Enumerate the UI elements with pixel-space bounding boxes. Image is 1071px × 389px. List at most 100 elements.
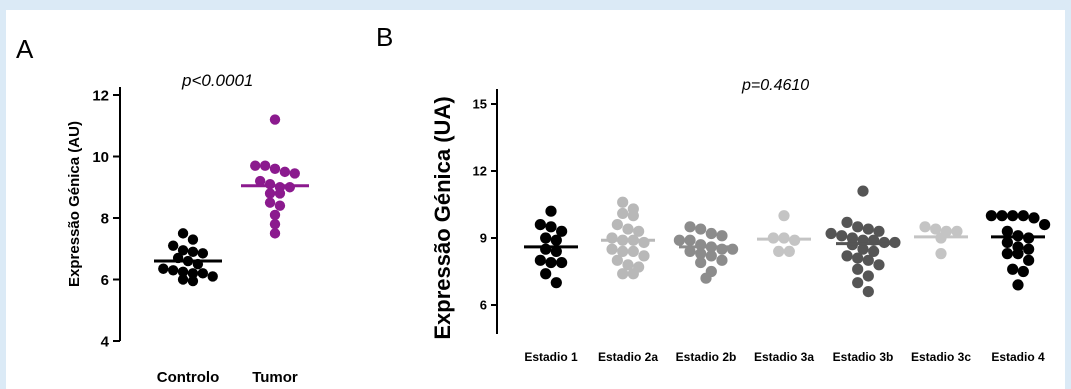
- panel-b-data-point: [627, 210, 639, 222]
- panel-b-data-point: [852, 263, 864, 275]
- panel-b-data-point: [716, 243, 728, 255]
- panel-a-data-point: [269, 163, 281, 174]
- panel-b-data-point: [695, 223, 707, 235]
- panel-b-y-tick-label: 6: [480, 298, 487, 313]
- panel-b-data-point: [684, 221, 696, 233]
- panel-b-data-point: [873, 259, 885, 271]
- panel-b-data-point: [825, 227, 837, 240]
- panel-a-y-tick-label: 8: [101, 210, 109, 227]
- panel-a-category-label: Tumor: [252, 369, 298, 386]
- panel-b-data-point: [935, 248, 947, 260]
- panel-a-y-tick-label: 12: [92, 87, 109, 104]
- panel-b-data-point: [606, 243, 618, 255]
- panel-a-y-tick-label: 4: [101, 333, 110, 350]
- panel-b-data-point: [550, 245, 562, 257]
- panel-b-data-point: [638, 250, 650, 262]
- panel-b-data-point: [716, 230, 728, 242]
- panel-b-category-label: Estadio 3b: [833, 350, 894, 364]
- panel-b-category-label: Estadio 3c: [911, 350, 971, 364]
- panel-b-data-point: [1001, 248, 1013, 260]
- panel-b-data-point: [889, 236, 901, 249]
- panel-b-data-point: [1017, 265, 1029, 278]
- panel-b-data-point: [617, 245, 629, 257]
- panel-b-data-point: [852, 221, 864, 233]
- panel-b-data-point: [1028, 212, 1040, 224]
- panel-b-data-point: [1023, 254, 1035, 266]
- panel-b-data-point: [705, 227, 717, 240]
- panel-b-data-point: [841, 216, 853, 228]
- panel-b-data-point: [1039, 219, 1051, 231]
- panel-b-category-label: Estadio 1: [524, 350, 578, 364]
- panel-b-data-point: [778, 210, 790, 222]
- panel-a-data-point: [197, 268, 209, 279]
- panel-a-data-point: [274, 188, 286, 199]
- panel-a-data-point: [177, 245, 189, 256]
- panel-a-data-point: [254, 175, 266, 187]
- panel-b-data-point: [873, 225, 885, 237]
- panel-b-data-point: [673, 234, 686, 246]
- panel-a-data-point: [177, 274, 189, 285]
- panel-a-data-point: [177, 228, 189, 239]
- panel-b-data-point: [862, 286, 874, 298]
- panel-a-data-point: [264, 178, 276, 190]
- figure-frame: A p<0.0001 Expressão Génica (AU) B p=0.4…: [6, 10, 1065, 389]
- panel-b-data-point: [534, 254, 546, 266]
- panel-a-y-axis-title: Expressão Génica (AU): [66, 121, 83, 287]
- panel-b-data-point: [617, 268, 629, 280]
- panel-b-data-point: [627, 245, 639, 257]
- panel-b-data-point: [684, 245, 696, 257]
- panel-a-data-point: [187, 275, 199, 287]
- panel-a-data-point: [167, 240, 179, 251]
- panel-a-data-point: [264, 188, 276, 199]
- panel-b-y-axis-title: Expressão Génica (UA): [430, 96, 455, 339]
- panel-b-y-tick-label: 15: [473, 97, 487, 112]
- panel-a-data-point: [269, 114, 281, 125]
- panel-b-data-point: [534, 219, 546, 231]
- panel-a-data-point: [187, 268, 199, 279]
- chart-marks: 4 6 8 10 12 Controlo Tumor 6 9 12 15 Estadio 1 Estad…: [92, 87, 1051, 386]
- panel-b-label: B: [376, 22, 393, 52]
- panel-b-data-point: [545, 205, 557, 217]
- panel-b-data-point: [556, 225, 568, 237]
- panel-b-data-point: [857, 185, 869, 197]
- panel-b-data-point: [841, 250, 853, 262]
- panel-b-data-point: [540, 232, 552, 244]
- panel-a-label: A: [16, 34, 34, 64]
- panel-a-y-tick-label: 10: [92, 149, 109, 166]
- panel-b-y-tick-label: 9: [480, 231, 487, 246]
- panel-b-data-point: [862, 254, 874, 266]
- panel-b-data-point: [919, 221, 931, 233]
- panel-b-data-point: [951, 225, 963, 237]
- panel-b-data-point: [611, 254, 623, 266]
- panel-a-y-tick-label: 6: [101, 272, 109, 289]
- panel-b-data-point: [852, 277, 864, 289]
- panel-a-data-point: [158, 263, 169, 274]
- panel-b-data-point: [868, 245, 880, 257]
- panel-a-data-point: [269, 209, 281, 221]
- panel-a-data-point: [274, 200, 286, 211]
- panel-b-data-point: [1007, 263, 1019, 275]
- panel-b-data-point: [862, 270, 874, 282]
- panel-b-category-label: Estadio 3a: [754, 350, 814, 364]
- panel-b-data-point: [627, 268, 639, 280]
- panel-b-data-point: [622, 223, 634, 235]
- panel-b-y-tick-label: 12: [473, 164, 487, 179]
- panel-a-data-point: [207, 271, 218, 282]
- panel-b-data-point: [622, 259, 634, 271]
- panel-a-data-point: [250, 160, 261, 171]
- panel-b-data-point: [550, 277, 562, 289]
- panel-a-p-value: p<0.0001: [181, 71, 253, 90]
- panel-b-data-point: [540, 243, 552, 255]
- panel-a-data-point: [197, 248, 209, 259]
- panel-b-category-label: Estadio 2a: [598, 350, 658, 364]
- panel-b-data-point: [985, 210, 998, 222]
- panel-b-data-point: [727, 243, 739, 255]
- panel-b-data-point: [1012, 279, 1024, 291]
- panel-b-data-point: [545, 256, 557, 269]
- panel-a-data-point: [289, 168, 300, 179]
- panel-b-data-point: [550, 234, 562, 246]
- panel-b-data-point: [862, 223, 874, 235]
- panel-b-data-point: [545, 221, 557, 233]
- dot-plot-figure: A p<0.0001 Expressão Génica (AU) B p=0.4…: [16, 22, 1051, 386]
- panel-a-data-point: [187, 234, 199, 245]
